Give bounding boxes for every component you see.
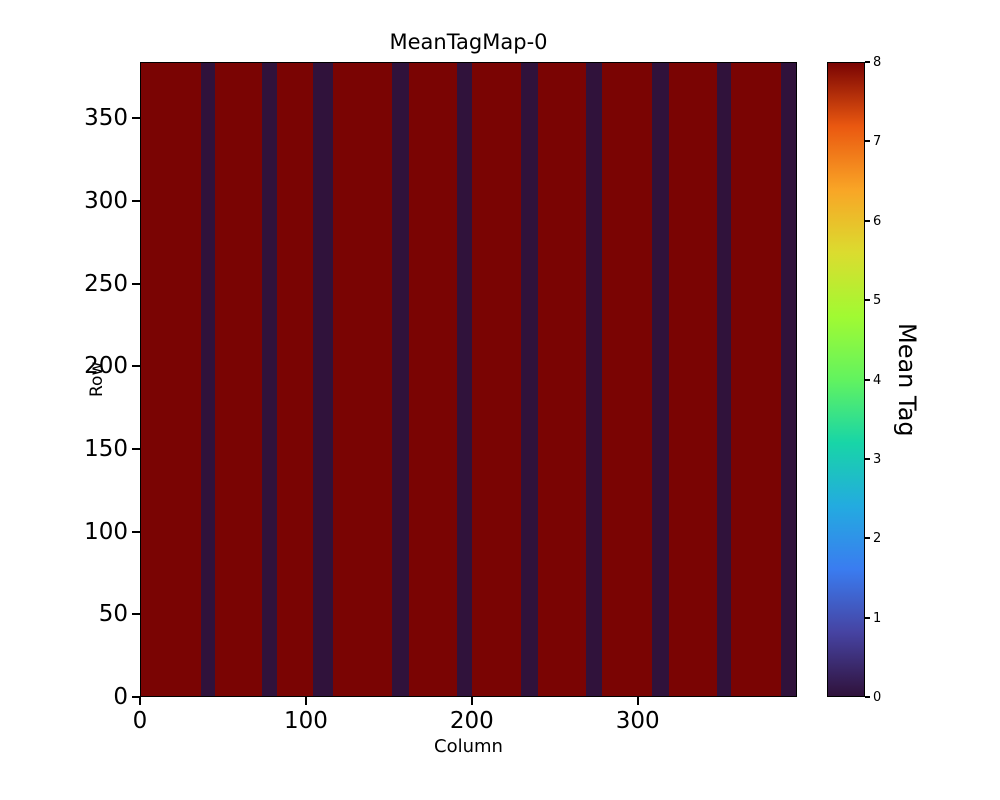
heatmap-stripe [313, 63, 333, 696]
colorbar-tick-mark [865, 537, 870, 540]
colorbar-tick-label: 4 [873, 372, 882, 388]
colorbar-tick-mark [865, 696, 870, 698]
x-tick-mark [304, 697, 307, 705]
heatmap-stripe [652, 63, 669, 696]
heatmap-area [140, 62, 797, 697]
y-tick-mark [132, 696, 140, 698]
y-tick-label: 350 [84, 105, 128, 132]
x-tick-label: 300 [615, 708, 660, 734]
y-tick-mark [132, 530, 140, 533]
y-tick-mark [132, 199, 140, 202]
chart-title: MeanTagMap-0 [389, 30, 548, 54]
x-tick-label: 100 [283, 708, 328, 734]
x-tick-label: 200 [449, 708, 494, 734]
y-tick-mark [132, 117, 140, 120]
x-tick-mark [636, 697, 639, 705]
colorbar-tick-label: 1 [873, 610, 882, 626]
heatmap-stripe [781, 63, 796, 696]
colorbar-tick-label: 0 [873, 690, 882, 705]
colorbar-tick-mark [865, 616, 870, 619]
colorbar-tick-mark [865, 61, 870, 63]
x-axis-label: Column [434, 736, 503, 757]
colorbar-tick-label: 3 [873, 451, 882, 467]
colorbar-tick-label: 6 [873, 213, 882, 229]
y-tick-label: 0 [113, 684, 128, 710]
heatmap-stripe [585, 63, 603, 696]
y-tick-label: 150 [84, 435, 128, 462]
x-tick-mark [470, 697, 473, 705]
y-tick-mark [132, 282, 140, 285]
colorbar-tick-label: 5 [873, 293, 882, 309]
x-tick-mark [139, 697, 141, 705]
y-tick-mark [132, 613, 140, 616]
colorbar-tick-label: 2 [873, 531, 882, 547]
y-tick-label: 50 [98, 601, 128, 628]
y-tick-label: 100 [84, 518, 128, 545]
heatmap-stripe [392, 63, 409, 696]
heatmap-stripe [456, 63, 472, 696]
y-tick-mark [132, 365, 140, 368]
colorbar-tick-mark [865, 378, 870, 381]
colorbar-tick-mark [865, 219, 870, 222]
y-tick-label: 200 [84, 353, 128, 380]
y-tick-mark [132, 447, 140, 450]
colorbar-tick-mark [865, 140, 870, 143]
heatmap-stripe [200, 63, 216, 696]
colorbar-gradient [827, 62, 865, 697]
colorbar-label: Mean Tag [893, 322, 921, 437]
colorbar-tick-label: 8 [873, 55, 882, 70]
heatmap-stripe [521, 63, 538, 696]
colorbar-tick-mark [865, 299, 870, 302]
colorbar-tick-mark [865, 457, 870, 460]
heatmap-stripe [261, 63, 277, 696]
x-tick-label: 0 [132, 708, 148, 734]
colorbar-tick-label: 7 [873, 134, 882, 150]
y-tick-label: 250 [84, 270, 128, 297]
heatmap-stripe [716, 63, 732, 696]
y-tick-label: 300 [84, 187, 128, 214]
